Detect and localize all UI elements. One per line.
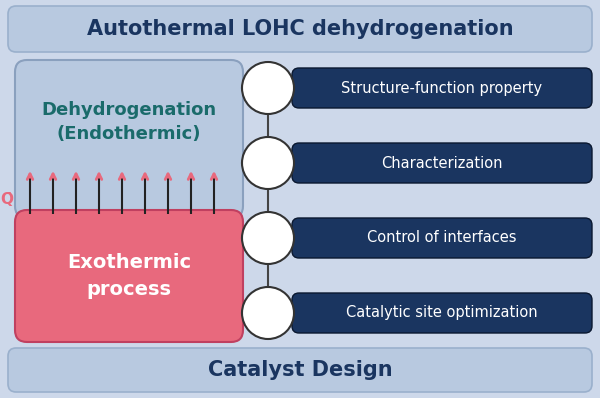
FancyBboxPatch shape: [292, 68, 592, 108]
FancyBboxPatch shape: [15, 210, 243, 342]
Circle shape: [242, 287, 294, 339]
Text: Control of interfaces: Control of interfaces: [367, 230, 517, 246]
FancyBboxPatch shape: [292, 218, 592, 258]
FancyBboxPatch shape: [8, 348, 592, 392]
Text: Autothermal LOHC dehydrogenation: Autothermal LOHC dehydrogenation: [86, 19, 514, 39]
Circle shape: [242, 62, 294, 114]
FancyBboxPatch shape: [292, 143, 592, 183]
Circle shape: [242, 137, 294, 189]
Text: Catalytic site optimization: Catalytic site optimization: [346, 306, 538, 320]
Text: Exothermic
process: Exothermic process: [67, 253, 191, 299]
FancyBboxPatch shape: [292, 293, 592, 333]
Text: Characterization: Characterization: [381, 156, 503, 170]
Text: Structure-function property: Structure-function property: [341, 80, 542, 96]
Circle shape: [242, 212, 294, 264]
FancyBboxPatch shape: [15, 60, 243, 218]
Text: Catalyst Design: Catalyst Design: [208, 360, 392, 380]
Text: Q̇: Q̇: [1, 193, 14, 207]
Text: Dehydrogenation
(Endothermic): Dehydrogenation (Endothermic): [41, 101, 217, 143]
FancyBboxPatch shape: [8, 6, 592, 52]
